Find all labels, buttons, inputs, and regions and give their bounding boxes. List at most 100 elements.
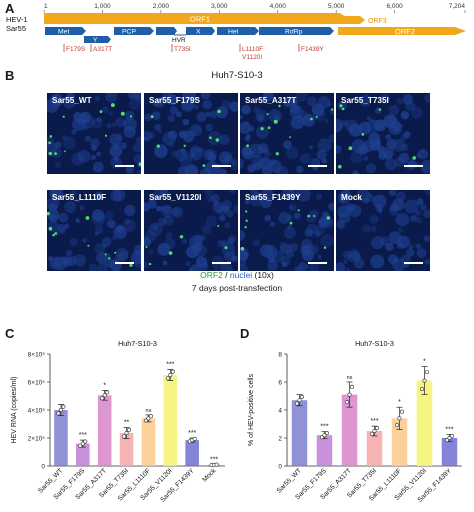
- microscopy-image-label: Mock: [341, 193, 362, 202]
- chart-c-significance: ***: [188, 430, 196, 437]
- genome-ticks: 1 1,000 2,000 3,000 4,000 5,000 6,000 7,204: [43, 3, 466, 13]
- chart-d-point: [447, 436, 452, 441]
- chart-c-point: [214, 462, 219, 467]
- caption-sep: /: [222, 270, 230, 280]
- caption-mag: (10x): [252, 270, 274, 280]
- chart-c-point: [148, 414, 153, 419]
- chart-c-bar: [76, 443, 90, 466]
- chart-d-significance: ns: [347, 375, 353, 381]
- chart-c-point: [102, 393, 107, 398]
- chart-c-bar: [54, 410, 68, 466]
- scale-bar: [308, 262, 327, 264]
- chart-d-point: [445, 438, 450, 443]
- microscopy-caption-time: 7 days post-transfection: [191, 283, 283, 293]
- genome-tick-label: 1,000: [94, 3, 111, 10]
- microscopy-image: Sar55_T735I: [336, 93, 430, 174]
- panel-letter-b: B: [5, 68, 15, 83]
- genome-tick-label: 5,000: [328, 3, 345, 10]
- domain-x-block: [186, 27, 215, 35]
- chart-c-significance: ***: [210, 456, 218, 463]
- chart-hev-positive-cells: Huh7-S10-3% of HEV-positive cells02468Sa…: [248, 339, 462, 504]
- hvr-label: HVR: [172, 37, 186, 44]
- chart-d-point: [320, 435, 325, 440]
- mutation-label-a317t: A317T: [93, 46, 112, 53]
- chart-c-point: [143, 418, 148, 423]
- microscopy-image-label: Sar55_L1110F: [52, 193, 107, 202]
- chart-d-significance: ***: [370, 418, 378, 425]
- chart-c-point: [127, 427, 132, 432]
- chart-c-significance: *: [103, 382, 106, 389]
- chart-d-significance: ***: [320, 424, 328, 431]
- chart-d-point: [294, 401, 299, 406]
- caption-orf2: ORF2: [200, 270, 223, 280]
- chart-d-point: [350, 385, 355, 390]
- microscopy-image: Sar55_F1439Y: [240, 190, 334, 271]
- orf1-arrow: [44, 13, 348, 24]
- chart-c-point: [192, 436, 197, 441]
- genome-tick-label: 3,000: [211, 3, 228, 10]
- chart-c-ylabel: HEV RNA (copies/ml): [11, 377, 18, 444]
- genome-tick-label: 2,000: [153, 3, 170, 10]
- chart-c-significance: ***: [79, 432, 87, 439]
- microscopy-image-label: Sar55_V1120I: [149, 193, 202, 202]
- genome-tick-label: 7,204: [449, 3, 466, 10]
- orf3-label: ORF3: [368, 18, 387, 25]
- chart-d-significance: ***: [445, 427, 453, 434]
- domain-hel-label: Hel: [228, 29, 239, 36]
- chart-d-ytick-label: 0: [278, 463, 282, 470]
- domain-rdrp-label: RdRp: [285, 29, 303, 36]
- chart-c-significance: ***: [166, 361, 174, 368]
- mutation-label-f1439y: F1439Y: [301, 46, 324, 53]
- chart-c-point: [146, 416, 151, 421]
- chart-d-bar: [316, 435, 333, 466]
- scale-bar: [115, 165, 134, 167]
- chart-d-significance: *: [398, 399, 401, 406]
- domain-met-block: [45, 27, 86, 35]
- chart-d-bar: [291, 400, 308, 466]
- microscopy-image: Sar55_F179S: [144, 93, 238, 174]
- genome-tick-label: 6,000: [386, 3, 403, 10]
- genome-map: 1 1,000 2,000 3,000 4,000 5,000 6,000 7,204 ORF…: [43, 3, 466, 61]
- chart-hev-rna: Huh7-S10-3 HEV RNA (copies/ml) 0 2×10⁵ 4×10⁵…: [11, 339, 225, 504]
- chart-c-title: Huh7-S10-3: [118, 339, 157, 348]
- chart-d-ytick-label: 2: [278, 435, 282, 442]
- chart-d-significance: *: [423, 359, 426, 366]
- panel-letter-c: C: [5, 326, 15, 341]
- chart-c-category-label: Mock: [201, 467, 218, 484]
- chart-d-point: [400, 409, 405, 414]
- domain-y-label: Y: [93, 37, 98, 44]
- mutation-label-l1110f: L1110F: [242, 46, 263, 53]
- panel-letter-a: A: [5, 1, 15, 16]
- chart-c-point: [100, 396, 105, 401]
- domain-hel-block: [217, 27, 259, 35]
- microscopy-image-label: Sar55_F1439Y: [245, 193, 301, 202]
- chart-d-point: [325, 431, 330, 436]
- chart-c-ytick-label: 2×10⁵: [28, 435, 46, 442]
- chart-c-ytick-label: 6×10⁵: [28, 379, 46, 386]
- chart-c-point: [78, 443, 83, 448]
- genome-name-line2: Sar55: [6, 24, 27, 33]
- chart-d-point: [299, 394, 304, 399]
- chart-d-point: [370, 431, 375, 436]
- chart-d-ytick-label: 8: [278, 351, 282, 358]
- orf2-arrow: [338, 27, 466, 35]
- mutation-label-v1120i: V1120I: [242, 54, 262, 61]
- chart-d-ytick-label: 4: [278, 407, 282, 414]
- mutation-label-f179s: F179S: [66, 46, 86, 53]
- genome-tick-label: 4,000: [270, 3, 287, 10]
- microscopy-image-label: Sar55_F179S: [149, 96, 200, 105]
- chart-d-ytick-label: 6: [278, 379, 282, 386]
- chart-c-bar: [163, 375, 178, 466]
- microscopy-image-label: Sar55_A317T: [245, 96, 297, 105]
- domain-rdrp-block: [259, 27, 334, 35]
- chart-d-point: [422, 378, 427, 383]
- domain-unlabeled-block-1: [156, 27, 177, 35]
- chart-d-point: [425, 370, 430, 375]
- chart-c-bar: [119, 433, 134, 466]
- chart-c-bar: [185, 440, 199, 466]
- domain-met-label: Met: [58, 29, 69, 36]
- microscopy-image: Sar55_L1110F: [47, 190, 141, 271]
- genome-name: HEV-1 Sar55: [6, 15, 28, 33]
- chart-c-point: [168, 372, 173, 377]
- microscopy-image-label: Sar55_T735I: [341, 96, 389, 105]
